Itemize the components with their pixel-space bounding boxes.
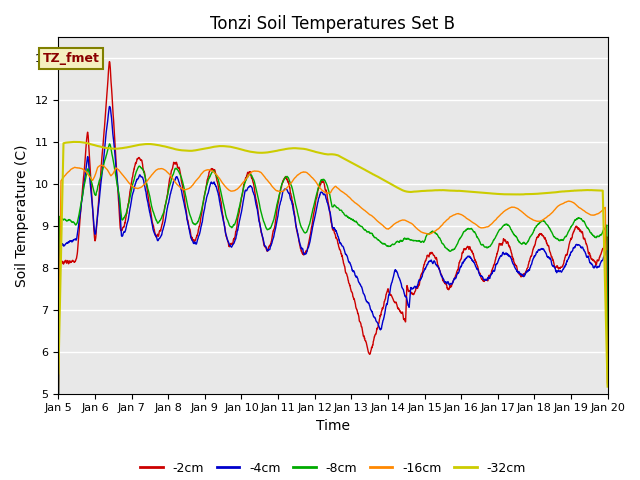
-2cm	[604, 380, 611, 386]
-8cm	[571, 218, 579, 224]
-16cm	[349, 198, 356, 204]
-8cm	[361, 227, 369, 232]
Legend: -2cm, -4cm, -8cm, -16cm, -32cm: -2cm, -4cm, -8cm, -16cm, -32cm	[135, 457, 531, 480]
-16cm	[571, 201, 579, 206]
-2cm	[54, 395, 62, 401]
-4cm	[54, 423, 62, 429]
-8cm	[493, 232, 500, 238]
-32cm	[571, 188, 579, 193]
-32cm	[208, 144, 216, 150]
-4cm	[106, 104, 113, 109]
-32cm	[604, 384, 611, 390]
-16cm	[361, 208, 369, 214]
-4cm	[604, 365, 611, 371]
-32cm	[349, 160, 356, 166]
-4cm	[493, 261, 500, 267]
-4cm	[349, 268, 356, 274]
-16cm	[208, 168, 216, 174]
Line: -32cm: -32cm	[58, 142, 607, 387]
-32cm	[361, 167, 369, 173]
-16cm	[493, 216, 500, 221]
-2cm	[571, 227, 579, 232]
Line: -2cm: -2cm	[58, 61, 607, 398]
-2cm	[208, 166, 216, 171]
-2cm	[349, 294, 356, 300]
-2cm	[556, 265, 563, 271]
-16cm	[97, 162, 105, 168]
-8cm	[106, 141, 113, 147]
-4cm	[208, 180, 216, 186]
-8cm	[556, 238, 563, 243]
Text: TZ_fmet: TZ_fmet	[43, 52, 100, 65]
-8cm	[208, 170, 216, 176]
-4cm	[361, 293, 369, 299]
-8cm	[604, 363, 611, 369]
-32cm	[54, 371, 62, 376]
-2cm	[361, 337, 369, 343]
Line: -4cm: -4cm	[58, 107, 607, 426]
-32cm	[493, 191, 500, 197]
Title: Tonzi Soil Temperatures Set B: Tonzi Soil Temperatures Set B	[211, 15, 456, 33]
-8cm	[349, 216, 356, 222]
-32cm	[556, 189, 563, 195]
X-axis label: Time: Time	[316, 419, 350, 433]
-16cm	[604, 382, 611, 387]
-16cm	[54, 390, 62, 396]
-2cm	[493, 252, 500, 258]
-8cm	[54, 407, 62, 413]
-2cm	[106, 59, 113, 64]
Line: -8cm: -8cm	[58, 144, 607, 410]
Line: -16cm: -16cm	[58, 165, 607, 393]
-4cm	[556, 269, 563, 275]
Y-axis label: Soil Temperature (C): Soil Temperature (C)	[15, 144, 29, 287]
-16cm	[556, 203, 563, 208]
-4cm	[571, 244, 579, 250]
-32cm	[69, 139, 77, 145]
